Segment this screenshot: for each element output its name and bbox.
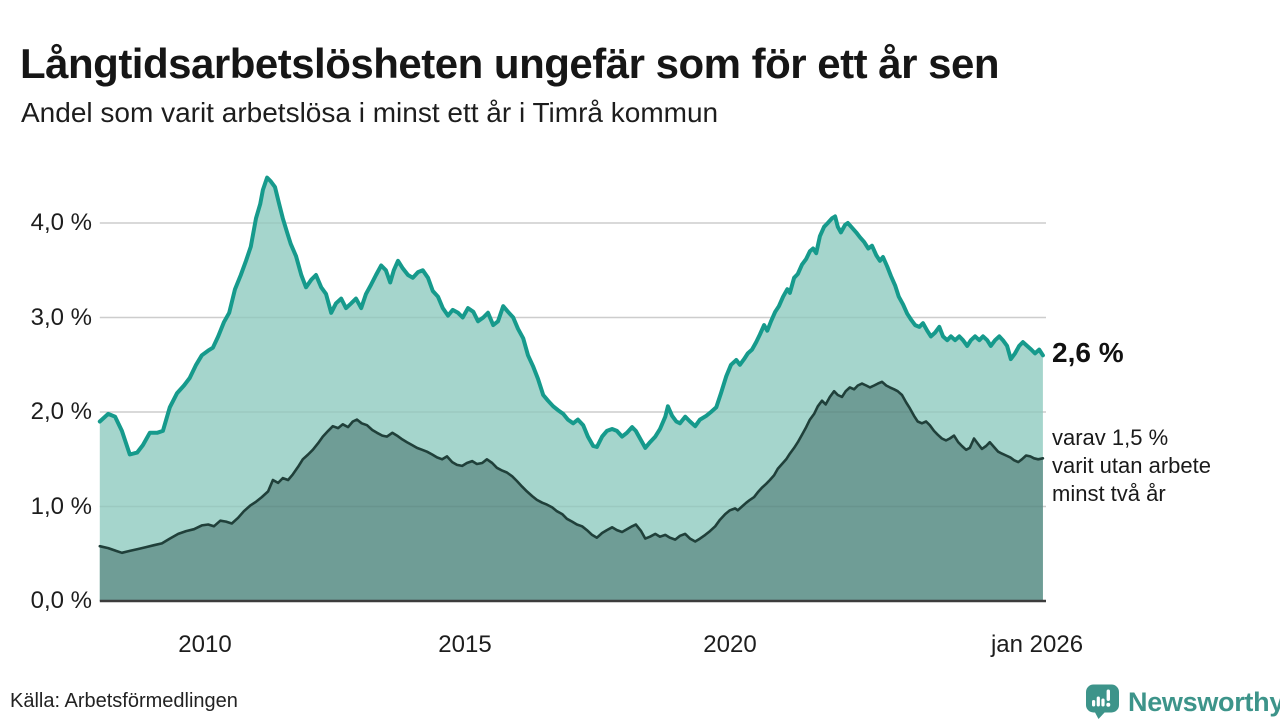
page-title: Långtidsarbetslösheten ungefär som för e…: [20, 40, 1000, 88]
secondary-annotation-line: varav 1,5 %: [1052, 425, 1169, 450]
page-subtitle: Andel som varit arbetslösa i minst ett å…: [21, 97, 719, 128]
y-axis-tick: 2,0 %: [30, 398, 92, 425]
series-line-minst-tva-ar: [98, 380, 1045, 555]
secondary-annotation-line: minst två år: [1052, 481, 1166, 506]
x-axis-tick: 2020: [703, 631, 757, 658]
secondary-annotation-line: varit utan arbete: [1052, 453, 1211, 478]
x-axis-tick: 2010: [178, 631, 232, 658]
y-axis-tick: 4,0 %: [30, 209, 92, 236]
y-axis-tick: 0,0 %: [30, 587, 92, 614]
y-axis-tick: 1,0 %: [30, 492, 92, 520]
secondary-annotation: varav 1,5 % varit utan arbete minst två …: [1052, 424, 1211, 508]
series-line-minst-ett-ar: [97, 175, 1045, 457]
source-credit: Källa: Arbetsförmedlingen: [10, 690, 238, 712]
series-area-minst-tva-ar: [99, 381, 1043, 601]
newsworthy-logo[interactable]: Newsworthy: [1084, 683, 1280, 720]
newsworthy-chart-bubble-icon: [1086, 684, 1119, 719]
newsworthy-wordmark: Newsworthy: [1128, 686, 1280, 717]
y-axis-tick: 3,0 %: [30, 303, 92, 331]
x-axis-tick: 2015: [438, 631, 492, 658]
latest-value-label: 2,6 %: [1052, 337, 1124, 368]
x-axis-tick: jan 2026: [990, 631, 1084, 658]
